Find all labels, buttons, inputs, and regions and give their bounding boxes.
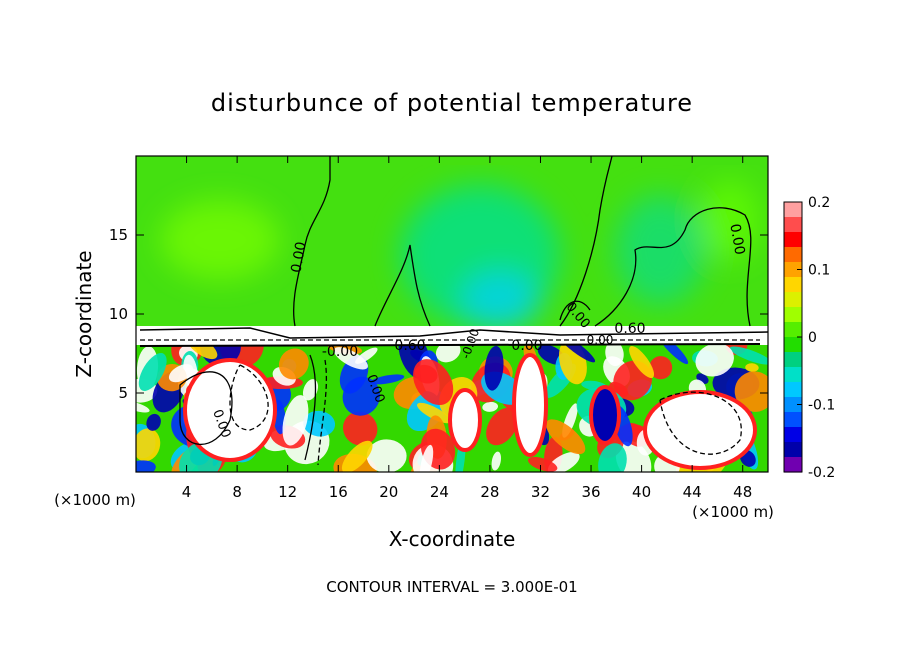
colorbar-segment: [784, 322, 802, 338]
eddy-core: [589, 385, 621, 445]
turbulence-blob: [355, 347, 378, 364]
turbulence-blob: [138, 353, 167, 391]
turbulence-blob: [657, 345, 689, 365]
contour-label: 0.00: [511, 338, 542, 354]
colorbar-segment: [784, 412, 802, 428]
contour-label: 0.60: [614, 321, 645, 337]
colorbar-segment: [784, 457, 802, 473]
colorbar-tick-label: -0.2: [808, 465, 835, 481]
contour-interval-text: CONTOUR INTERVAL = 3.000E-01: [326, 578, 577, 596]
y-tick-label: 5: [118, 384, 128, 402]
x-axis-unit-left: (×1000 m): [54, 491, 136, 509]
turbulence-blob: [414, 364, 438, 384]
chart-title: disturbunce of potential temperature: [211, 89, 693, 117]
turbulence-blob: [366, 439, 407, 472]
x-tick-label: 32: [531, 483, 550, 501]
turbulence-blob: [486, 407, 518, 446]
contour-label: 0.60: [394, 338, 425, 354]
x-tick-label: 28: [480, 483, 499, 501]
turbulence-blob: [417, 402, 451, 424]
turbulence-blob: [557, 345, 596, 363]
colorbar-segment: [784, 307, 802, 323]
x-tick-label: 24: [430, 483, 449, 501]
contour-label: -0.00: [322, 344, 358, 360]
turbulence-blob: [491, 451, 502, 471]
x-tick-label: 12: [278, 483, 297, 501]
colorbar-segment: [784, 427, 802, 443]
turbulence-blob: [598, 443, 627, 472]
turbulence-blob: [302, 379, 319, 401]
turbulence-blob: [136, 428, 161, 462]
x-tick-label: 20: [379, 483, 398, 501]
colorbar-segment: [784, 262, 802, 278]
plot-area: [136, 156, 768, 472]
turbulence-blob: [482, 401, 499, 412]
colorbar-segment: [784, 397, 802, 413]
contour-label: 0.00: [726, 223, 747, 256]
turbulence-blob: [146, 413, 161, 431]
colorbar-tick-label: 0.2: [808, 195, 830, 211]
y-tick-label: 10: [109, 305, 128, 323]
y-tick-label: 15: [109, 226, 128, 244]
colorbar-segment: [784, 217, 802, 233]
x-axis-unit-right: (×1000 m): [692, 503, 774, 521]
turbulence-blob: [282, 395, 309, 446]
colorbar-tick-label: 0: [808, 330, 817, 346]
turbulence-blob: [333, 347, 368, 370]
turbulence-blob: [734, 371, 768, 412]
turbulence-blob: [168, 364, 194, 383]
x-tick-label: 4: [182, 483, 192, 501]
x-tick-label: 36: [581, 483, 600, 501]
x-tick-label: 48: [733, 483, 752, 501]
turbulence-blob: [745, 363, 759, 372]
turbulence-blob: [629, 346, 655, 379]
inversion-layer: [136, 326, 768, 346]
eddy-core: [512, 353, 548, 457]
colorbar-segment: [784, 247, 802, 263]
turbulence-blob: [484, 345, 504, 391]
turbulence-blob: [343, 411, 378, 446]
x-tick-label: 44: [683, 483, 702, 501]
turbulence-blob: [342, 376, 381, 416]
x-axis: 4 8 12 16 20 24 28 32 36 40 44 48: [182, 156, 752, 501]
colorbar-tick-label: -0.1: [808, 398, 835, 414]
x-tick-label: 16: [329, 483, 348, 501]
turbulence-blob: [649, 356, 673, 380]
contour-label: 0.00: [587, 333, 614, 347]
contour-lines: [139, 156, 768, 466]
eddy-core: [448, 388, 482, 452]
turbulence-blob: [341, 440, 373, 472]
colorbar-segment: [784, 367, 802, 383]
colorbar-segment: [784, 202, 802, 218]
turbulence-blob: [186, 345, 218, 360]
colorbar: 0.2 0.1 0 -0.1 -0.2: [783, 195, 835, 481]
colorbar-tick-label: 0.1: [808, 263, 830, 279]
colorbar-segment: [784, 382, 802, 398]
y-axis: 5 10 15: [109, 226, 768, 402]
x-tick-label: 40: [632, 483, 651, 501]
turbulence-blob: [695, 345, 734, 377]
colorbar-segment: [784, 232, 802, 248]
eddy-core: [643, 390, 757, 470]
turbulence-blob: [136, 460, 156, 472]
colorbar-segment: [784, 292, 802, 308]
x-tick-label: 8: [232, 483, 242, 501]
turbulence-blob: [545, 419, 586, 455]
turbulence-blob: [435, 345, 461, 363]
colorbar-segment: [784, 442, 802, 458]
colorbar-segment: [784, 277, 802, 293]
upper-field-variations: [160, 180, 760, 330]
turbulence-blob: [278, 348, 309, 380]
turbulence-blob: [527, 456, 558, 472]
contour-label: 0.00: [288, 241, 309, 274]
x-axis-label: X-coordinate: [389, 527, 516, 551]
turbulence-blob: [370, 374, 405, 385]
colorbar-segment: [784, 352, 802, 368]
colorbar-segment: [784, 337, 802, 353]
turbulence-blob: [729, 346, 768, 365]
y-axis-label: Z-coordinate: [72, 250, 96, 377]
